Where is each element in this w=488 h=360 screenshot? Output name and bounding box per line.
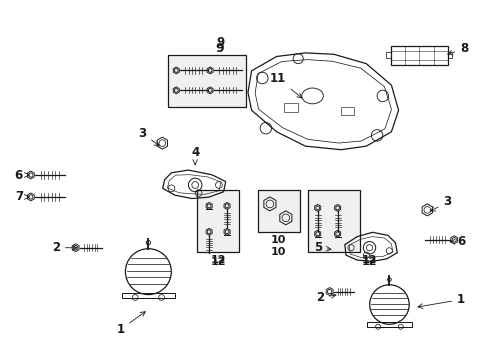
- Text: 3: 3: [138, 127, 159, 146]
- Bar: [386, 53, 390, 58]
- Text: 10: 10: [271, 247, 286, 257]
- Text: 2: 2: [315, 291, 335, 304]
- Text: 9: 9: [216, 36, 224, 49]
- Bar: [122, 293, 174, 298]
- Text: 6: 6: [15, 168, 29, 181]
- Text: 11: 11: [269, 72, 301, 98]
- Text: 6: 6: [449, 235, 465, 248]
- Bar: [390, 46, 447, 65]
- Bar: [258, 190, 299, 232]
- Text: 10: 10: [271, 235, 286, 245]
- Bar: [366, 322, 411, 327]
- Bar: [307, 190, 359, 252]
- Text: 12: 12: [361, 257, 377, 267]
- Text: 12: 12: [210, 257, 225, 267]
- Text: 7: 7: [15, 190, 29, 203]
- Bar: [283, 103, 298, 112]
- Bar: [341, 107, 353, 115]
- Text: 9: 9: [215, 42, 224, 55]
- Text: 2: 2: [52, 241, 77, 254]
- Text: 5: 5: [313, 241, 330, 254]
- Bar: [168, 55, 245, 107]
- Text: 12: 12: [361, 255, 377, 265]
- Text: 1: 1: [116, 312, 145, 336]
- Text: 3: 3: [429, 195, 450, 211]
- Text: 1: 1: [417, 293, 464, 309]
- Bar: [197, 190, 239, 252]
- Text: 12: 12: [210, 255, 225, 265]
- Text: 8: 8: [447, 42, 468, 55]
- Text: 4: 4: [191, 145, 199, 165]
- Bar: [447, 53, 451, 58]
